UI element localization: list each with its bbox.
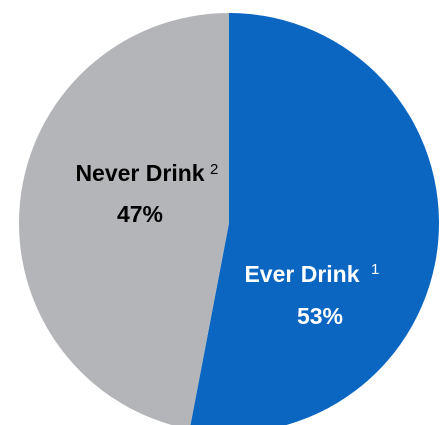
footnote-never-drink: 2	[210, 161, 218, 178]
pie-slice-never-drink	[19, 13, 229, 425]
slice-value-ever-drink: 53%	[297, 303, 343, 329]
footnote-ever-drink: 1	[371, 261, 379, 278]
slice-label-never-drink: Never Drink	[75, 160, 204, 186]
slice-value-never-drink: 47%	[117, 201, 163, 227]
pie-slices	[19, 13, 439, 425]
slice-label-ever-drink: Ever Drink	[244, 261, 359, 287]
pie-slice-ever-drink	[190, 13, 439, 425]
